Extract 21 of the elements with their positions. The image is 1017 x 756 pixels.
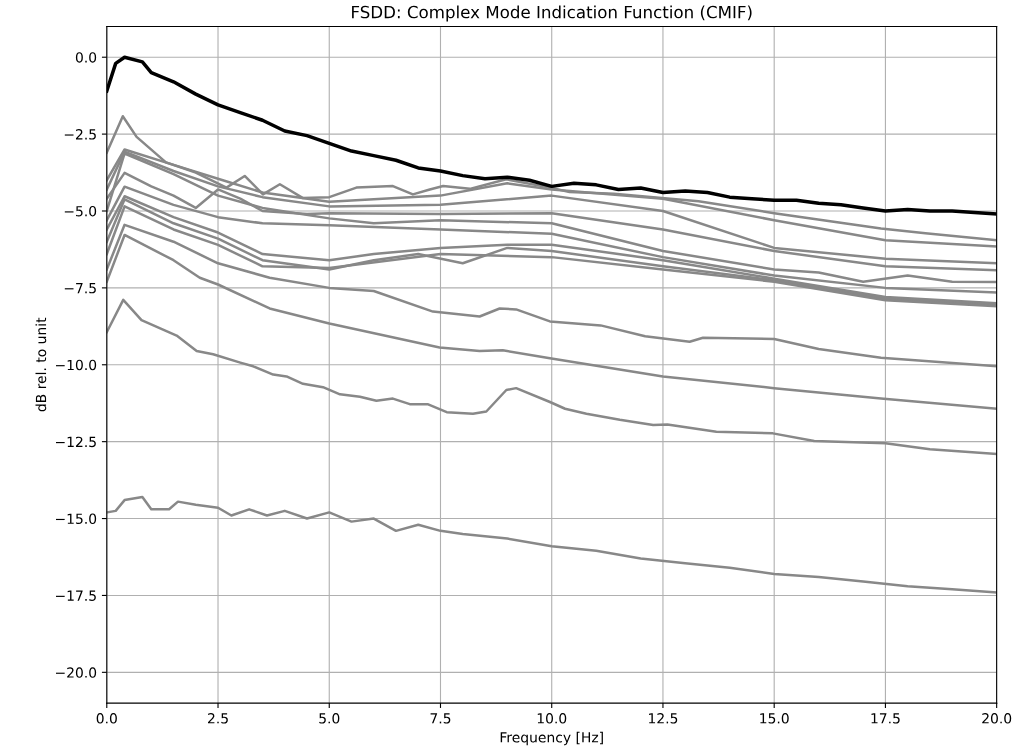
- y-tick-label: −15.0: [55, 513, 97, 525]
- y-tick-label: −2.5: [64, 129, 96, 140]
- x-tick-label: 5.0: [319, 713, 340, 724]
- x-tick-label: 12.5: [649, 713, 678, 724]
- x-tick-label: 20.0: [982, 713, 1012, 724]
- y-tick-label: −20.0: [55, 667, 97, 678]
- x-axis-title: Frequency [Hz]: [500, 731, 603, 746]
- y-tick-label: −5.0: [64, 205, 97, 217]
- x-tick-label: 17.5: [871, 713, 900, 724]
- x-tick-label: 10.0: [537, 713, 567, 724]
- y-tick-label: −12.5: [55, 436, 96, 448]
- y-tick-label: −17.5: [55, 590, 96, 601]
- y-tick-label: 0.0: [75, 52, 97, 63]
- x-tick-label: 15.0: [760, 713, 789, 724]
- x-tick-label: 2.5: [207, 713, 228, 724]
- y-tick-label: −7.5: [64, 283, 96, 294]
- y-tick-label: −10.0: [55, 359, 97, 371]
- x-tick-label: 7.5: [430, 713, 451, 724]
- y-axis-title: dB rel. to unit: [35, 317, 47, 412]
- chart-title: FSDD: Complex Mode Indication Function (CMIF): [352, 5, 752, 22]
- x-tick-label: 0.0: [96, 713, 117, 724]
